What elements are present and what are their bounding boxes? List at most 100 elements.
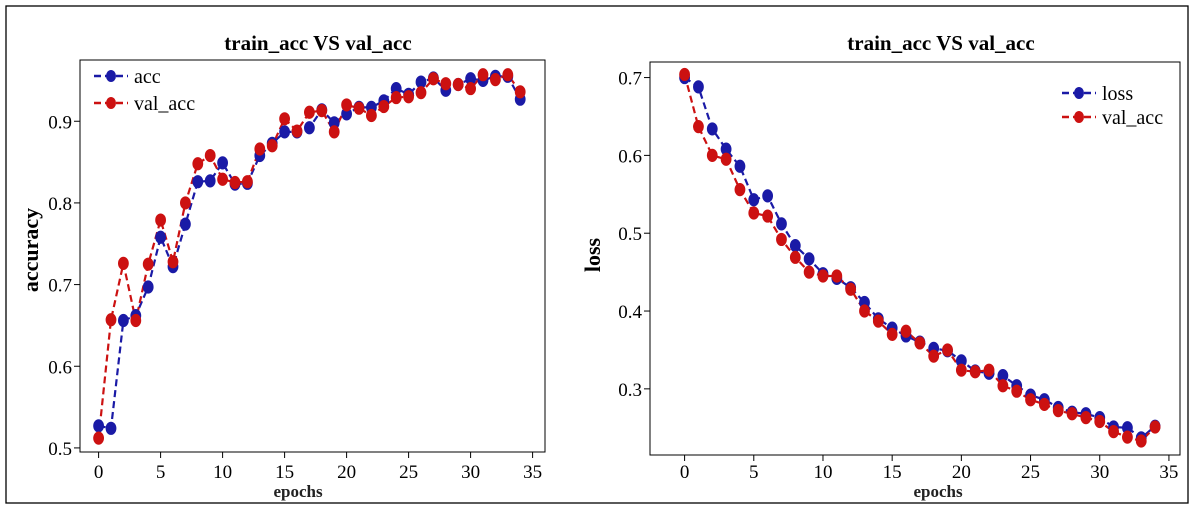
x-tick-label: 15 xyxy=(883,462,902,483)
data-point-val_acc xyxy=(316,104,328,118)
x-tick-label: 0 xyxy=(94,462,104,483)
plot-area xyxy=(649,61,1181,456)
data-point-val_acc xyxy=(279,112,291,126)
data-point-val_acc xyxy=(1108,425,1119,439)
data-point-acc xyxy=(303,121,315,135)
data-point-acc xyxy=(142,280,154,294)
data-point-val_acc xyxy=(365,108,377,123)
data-point-val_acc xyxy=(872,314,884,328)
x-tick-label: 35 xyxy=(1159,462,1178,483)
y-tick-label: 0.4 xyxy=(618,302,642,323)
x-tick-label: 30 xyxy=(461,462,480,483)
data-point-val_acc xyxy=(142,257,154,271)
data-point-val_acc xyxy=(693,119,704,134)
x-tick-label: 35 xyxy=(523,462,542,483)
data-point-val_acc xyxy=(706,148,718,162)
y-tick-label: 0.5 xyxy=(618,224,642,245)
data-point-val_acc xyxy=(192,157,204,171)
legend-label: val_acc xyxy=(1102,107,1163,129)
data-point-val_acc xyxy=(465,81,477,96)
data-point-val_acc xyxy=(845,282,857,296)
data-point-val_acc xyxy=(900,324,912,338)
legend-label: val_acc xyxy=(134,93,195,115)
y-tick-label: 0.8 xyxy=(48,194,72,215)
data-point-loss xyxy=(706,122,718,136)
y-tick-label: 0.7 xyxy=(618,69,642,90)
data-point-val_acc xyxy=(204,148,216,163)
data-point-val_acc xyxy=(217,172,229,186)
data-point-val_acc xyxy=(831,269,843,283)
data-point-val_acc xyxy=(734,183,746,197)
data-point-val_acc xyxy=(477,68,489,82)
y-tick-label: 0.9 xyxy=(48,112,72,133)
figure-frame xyxy=(5,5,1189,504)
data-point-loss xyxy=(803,252,815,266)
legend-swatch-marker xyxy=(106,97,116,109)
data-point-val_acc xyxy=(502,68,514,82)
data-point-val_acc xyxy=(859,304,870,318)
y-tick-label: 0.6 xyxy=(48,357,72,378)
data-point-val_acc xyxy=(679,67,690,82)
chart-title: train_acc VS val_acc xyxy=(224,31,411,55)
data-point-acc xyxy=(192,175,204,189)
data-point-val_acc xyxy=(969,365,981,379)
data-point-val_acc xyxy=(415,86,427,100)
data-point-val_acc xyxy=(303,105,315,119)
y-axis-label: accuracy xyxy=(18,208,43,292)
data-point-val_acc xyxy=(403,90,415,104)
data-point-val_acc xyxy=(1011,384,1023,398)
data-point-val_acc xyxy=(241,175,253,189)
data-point-val_acc xyxy=(353,101,365,115)
data-point-val_acc xyxy=(1080,411,1092,425)
data-point-acc xyxy=(105,421,117,435)
data-point-val_acc xyxy=(997,379,1009,393)
data-point-loss xyxy=(762,189,774,203)
x-axis-label: epochs xyxy=(913,482,963,501)
data-point-val_acc xyxy=(93,431,104,445)
data-point-loss xyxy=(734,159,746,173)
data-point-loss xyxy=(748,193,760,207)
data-point-val_acc xyxy=(155,213,167,227)
data-point-val_acc xyxy=(1094,414,1106,429)
y-tick-label: 0.7 xyxy=(48,276,72,297)
data-point-val_acc xyxy=(452,77,464,92)
x-tick-label: 20 xyxy=(337,462,356,483)
data-point-val_acc xyxy=(955,363,967,377)
data-point-val_acc xyxy=(942,343,953,357)
x-tick-label: 5 xyxy=(749,462,759,483)
x-axis-label: epochs xyxy=(273,482,323,501)
x-tick-label: 25 xyxy=(1021,462,1040,483)
data-point-val_acc xyxy=(817,269,829,283)
data-point-val_acc xyxy=(748,206,760,220)
data-point-val_acc xyxy=(983,363,995,377)
x-tick-label: 15 xyxy=(275,462,294,483)
data-point-acc xyxy=(217,156,229,170)
data-point-val_acc xyxy=(1052,404,1064,418)
data-point-val_acc xyxy=(378,99,390,114)
x-tick-label: 10 xyxy=(213,462,232,483)
y-axis-label: loss xyxy=(580,237,605,272)
data-point-loss xyxy=(789,239,801,253)
x-tick-label: 20 xyxy=(952,462,971,483)
data-point-acc xyxy=(118,313,129,328)
data-point-val_acc xyxy=(1025,393,1036,407)
legend-label: loss xyxy=(1102,83,1133,105)
x-tick-label: 10 xyxy=(813,462,832,483)
data-point-val_acc xyxy=(1038,397,1050,412)
legend-swatch-marker xyxy=(1074,87,1084,99)
data-point-val_acc xyxy=(291,124,303,138)
data-point-val_acc xyxy=(130,313,142,328)
accuracy-chart: train_acc VS val_acc accuracy epochs 0 5 10 15… xyxy=(18,31,546,501)
data-point-val_acc xyxy=(254,142,266,156)
data-point-acc xyxy=(155,230,167,244)
y-tick-label: 0.6 xyxy=(618,146,642,167)
data-point-val_acc xyxy=(914,336,926,350)
chart-title: train_acc VS val_acc xyxy=(847,31,1034,55)
x-tick-label: 5 xyxy=(156,462,166,483)
y-tick-label: 0.5 xyxy=(48,439,72,460)
legend-label: acc xyxy=(134,66,161,88)
data-point-loss xyxy=(776,217,787,231)
data-point-val_acc xyxy=(776,232,787,247)
